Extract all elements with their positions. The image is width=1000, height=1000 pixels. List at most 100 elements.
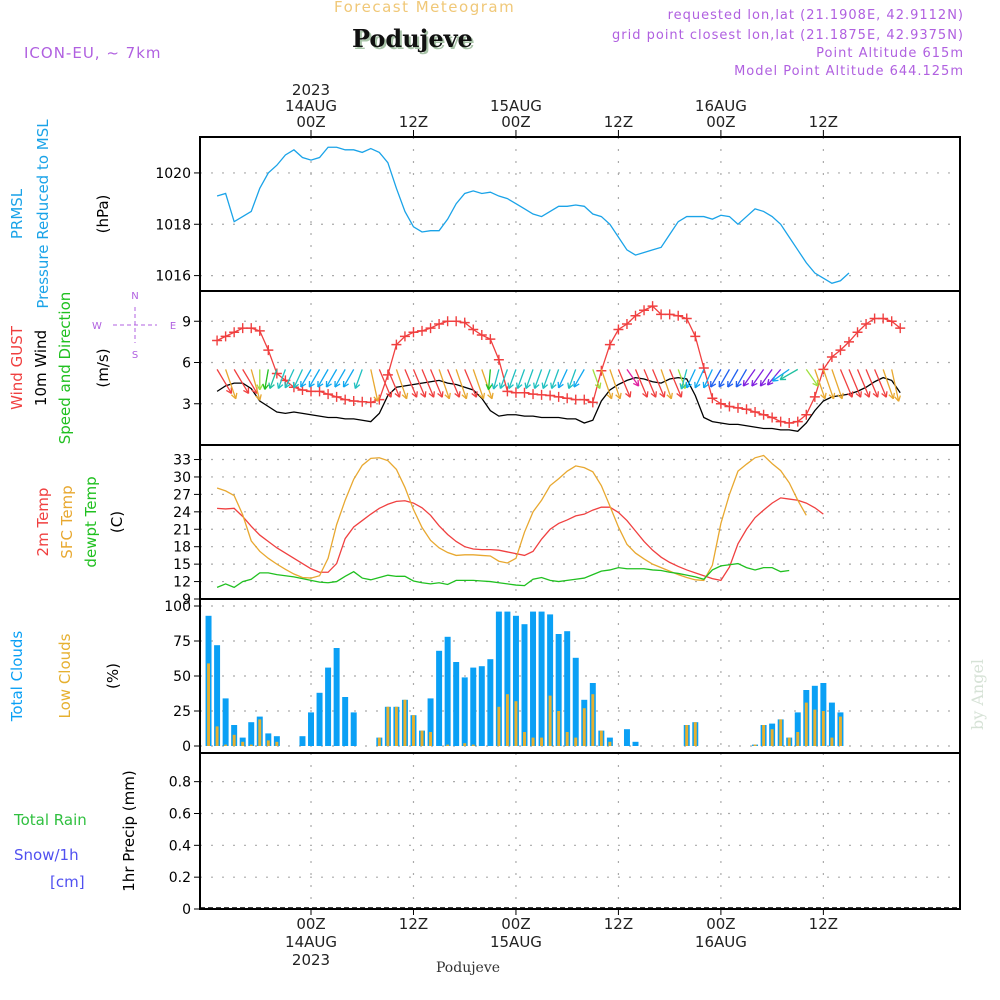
wind-arrow-head <box>498 382 502 389</box>
low-cloud-bar <box>779 719 783 746</box>
low-cloud-bar <box>377 737 381 746</box>
wind-arrow <box>592 369 602 390</box>
wind-arrow-shaft <box>856 369 870 398</box>
wind-arrow-head <box>642 392 648 398</box>
low-cloud-bar <box>608 741 612 746</box>
total-cloud-bar <box>564 631 571 746</box>
precip-axis-label: 1hr Precip (mm) <box>120 770 138 891</box>
wind-arrow <box>822 369 836 400</box>
low-cloud-bar <box>557 711 561 746</box>
wind-arrow-head <box>680 391 683 398</box>
wind-arrow-shaft <box>573 369 585 388</box>
wind-arrow-shaft <box>839 369 853 398</box>
x-label-bottom: 14AUG <box>285 933 337 951</box>
gust-marker <box>476 330 487 340</box>
wind-arrow-head <box>718 383 725 388</box>
series-sfc-temp <box>216 454 807 582</box>
wind-arrow-shaft <box>751 369 765 387</box>
wind-arrow-head <box>881 392 887 398</box>
gust-marker <box>493 354 504 365</box>
wind-arrow-shaft <box>354 369 363 389</box>
wind-arrow <box>317 369 329 388</box>
series-prmsl <box>216 146 850 285</box>
gust-marker <box>502 386 513 397</box>
wind-arrow-head <box>354 384 361 390</box>
wind-arrow-head <box>411 392 418 398</box>
gust-marker <box>237 323 248 334</box>
total-cloud-bar <box>572 657 579 746</box>
low-cloud-bar <box>412 715 415 746</box>
total-cloud-bar <box>333 648 340 746</box>
wind-arrow-shaft <box>308 369 321 388</box>
wind-arrow-shaft <box>455 369 467 400</box>
wind-arrow-head <box>551 384 557 390</box>
wind-arrow-head <box>860 391 862 398</box>
x-label-bottom: 12Z <box>399 915 428 933</box>
total-cloud-bar <box>547 614 554 746</box>
wind-arrow-head <box>225 389 232 394</box>
total-cloud-bar <box>248 722 255 746</box>
wind-arrow-head <box>491 383 495 390</box>
total-cloud-bar <box>512 615 519 746</box>
wind-arrow <box>378 369 393 398</box>
wind-arrow <box>353 369 363 390</box>
low-cloud-bar <box>463 743 467 746</box>
wind-arrow-shaft <box>848 369 862 398</box>
wind-arrow-head <box>326 383 332 388</box>
wind-arrow <box>387 369 401 398</box>
wind-arrow <box>524 369 534 390</box>
total-cloud-bar <box>632 741 639 746</box>
wind-arrow-shaft <box>742 369 756 387</box>
wind-arrow-head <box>268 382 271 389</box>
wind-arrow-head <box>679 383 683 390</box>
wind-arrow-shaft <box>882 369 894 400</box>
wind-arrow-head <box>655 391 658 398</box>
wind-arrow-head <box>619 392 622 399</box>
gust-marker <box>331 391 342 402</box>
wind-arrow-shaft <box>759 369 773 387</box>
wind-arrow-head <box>703 383 709 389</box>
wind-arrow-head <box>558 383 564 389</box>
panel-label: 2m Temp <box>34 488 52 557</box>
gust-marker <box>621 319 632 329</box>
wind-arrow-head <box>485 383 490 390</box>
panel-label: Speed and Direction <box>56 292 74 445</box>
wind-arrow-shaft <box>680 369 688 390</box>
wind-arrow-shaft <box>516 369 526 389</box>
compass-e: E <box>170 321 176 332</box>
wind-arrow-shaft <box>269 369 278 389</box>
series-dewpt-temp <box>216 562 790 589</box>
wind-arrow-head <box>868 391 871 398</box>
x-label-top: 00Z <box>296 113 325 131</box>
gust-marker <box>690 331 701 342</box>
wind-arrow-shaft <box>492 369 500 390</box>
wind-arrow-head <box>686 383 692 389</box>
wind-arrow <box>342 369 355 388</box>
wind-arrow <box>491 369 500 390</box>
low-cloud-bar <box>386 706 390 746</box>
wind-arrow-head <box>415 391 418 398</box>
wind-arrow-shaft <box>499 369 509 389</box>
wind-arrow <box>395 369 409 400</box>
wind-arrow-head <box>766 378 770 386</box>
gust-marker <box>656 309 667 320</box>
wind-arrow-head <box>599 382 602 389</box>
compass-w: W <box>92 321 102 332</box>
wind-arrow-shaft <box>542 369 551 389</box>
wind-arrow <box>771 368 790 382</box>
wind-arrow-head <box>441 391 444 398</box>
gust-marker <box>861 319 872 329</box>
wind-arrow-head <box>888 394 894 400</box>
gust-marker <box>254 325 265 336</box>
gust-marker <box>553 391 564 402</box>
low-cloud-bar <box>531 737 535 746</box>
gust-marker <box>715 398 726 409</box>
wind-arrow <box>225 369 238 400</box>
panel-label: (C) <box>108 511 126 533</box>
x-label-bottom: 16AUG <box>695 933 747 951</box>
wind-arrow <box>334 369 346 388</box>
wind-arrow-head <box>493 384 499 390</box>
wind-arrow-head <box>500 384 506 390</box>
gust-marker <box>784 418 795 428</box>
